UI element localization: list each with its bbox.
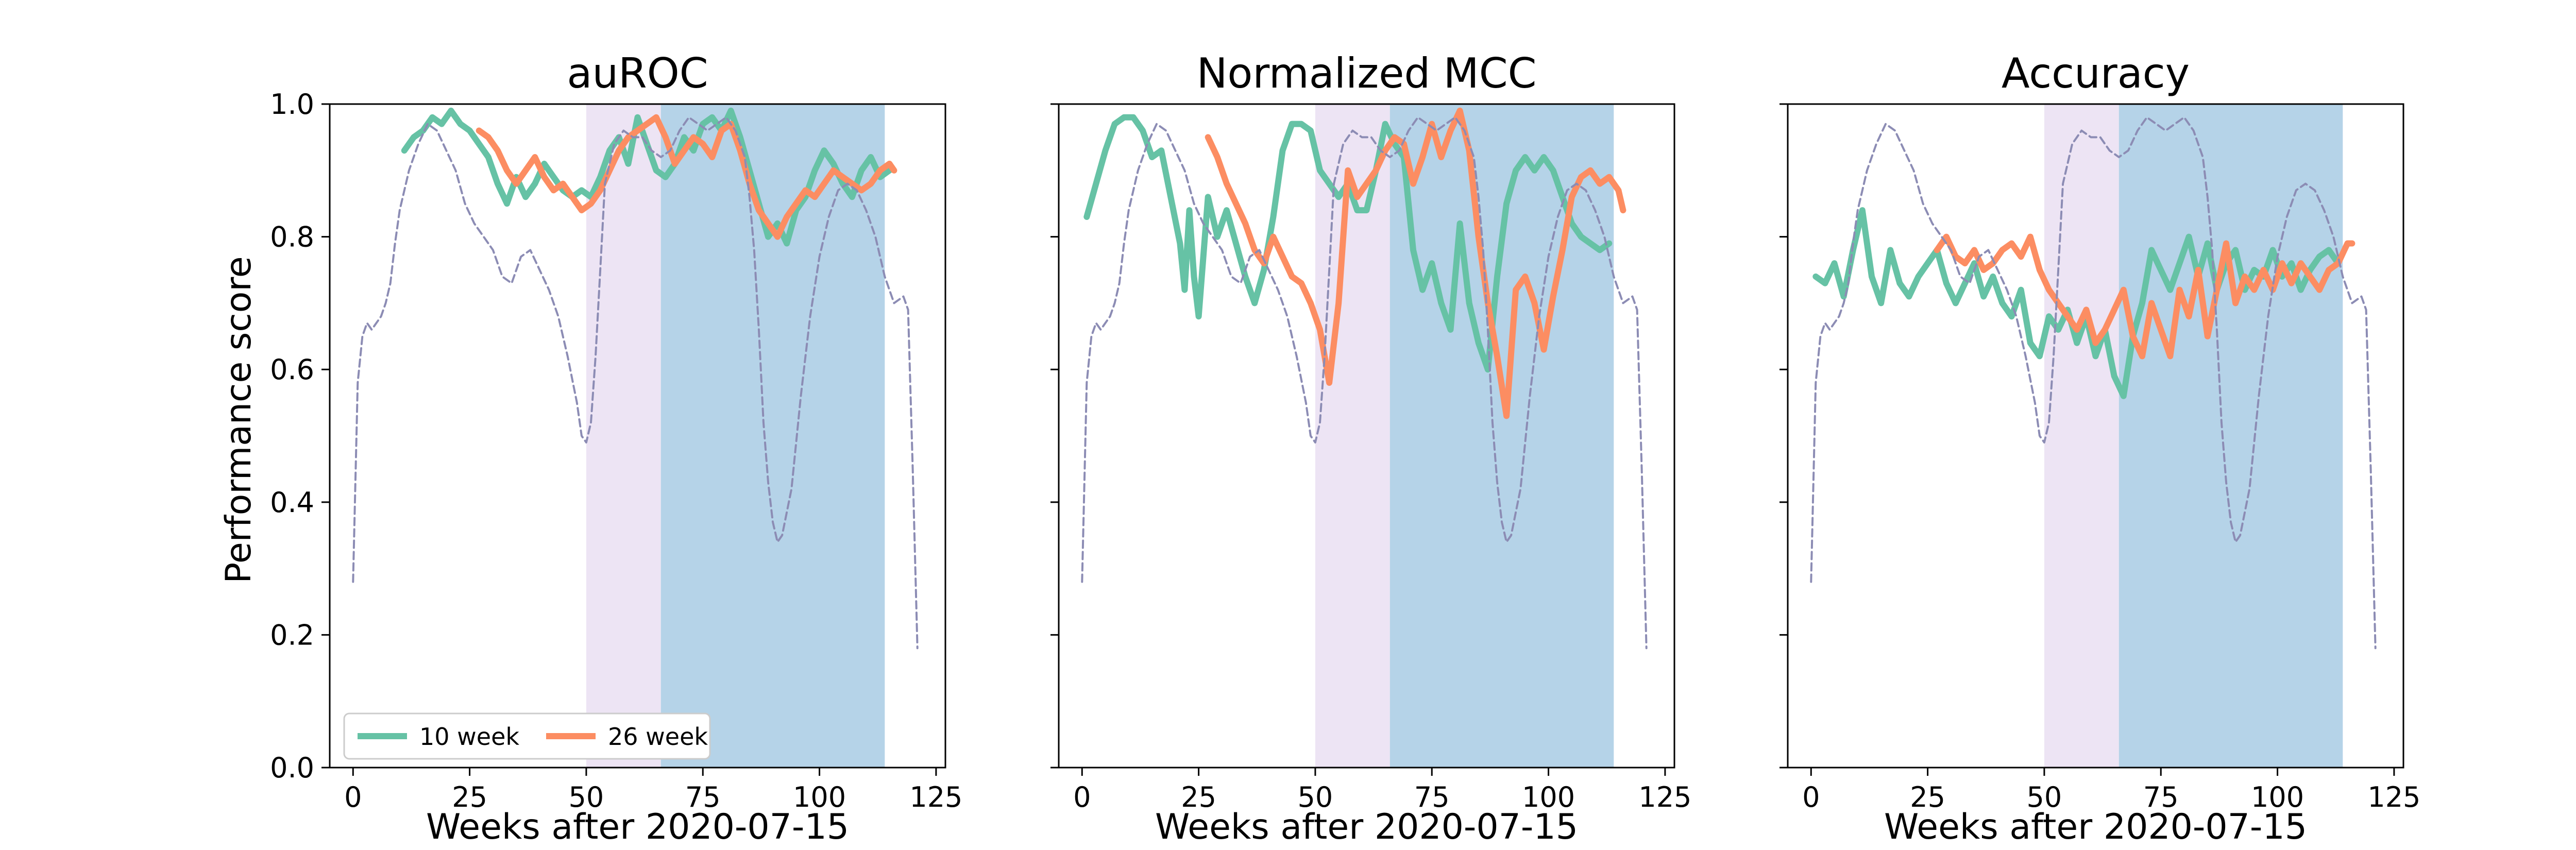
reference-dashed-line (1810, 116, 2377, 650)
y-tick-label: 1.0 (270, 88, 314, 121)
axes-frame (329, 103, 946, 769)
x-tick-label: 100 (2251, 781, 2304, 813)
line-10-week (1083, 114, 1613, 373)
line-26-week (1934, 233, 2355, 360)
y-tick-label: 0.8 (270, 221, 314, 253)
x-tick-label: 0 (1802, 781, 1820, 813)
legend-box (343, 712, 711, 760)
line-26-week (476, 114, 897, 240)
y-tick-label: 0.0 (270, 752, 314, 784)
panel-2: 0 25 50 75 100 125 Normalized MCC Weeks after 2… (1050, 49, 1691, 847)
x-tick-label: 75 (1414, 781, 1450, 813)
panel-3: 0 25 50 75 100 125 Accuracy Weeks after 2020-07… (1780, 49, 2420, 847)
panel-1: 0 25 50 75 100 125 0.0 0.2 0.4 0.6 0.8 1.0 auROC Week… (270, 49, 962, 847)
axes-frame (1058, 103, 1675, 769)
y-tick-label: 0.2 (270, 619, 314, 651)
x-tick-label: 50 (569, 781, 604, 813)
x-tick-label: 100 (1522, 781, 1575, 813)
x-axis-label: Weeks after 2020-07-15 (1884, 807, 2307, 847)
shaded-region-1 (2044, 104, 2119, 768)
shaded-region-2 (1389, 104, 1614, 768)
panel-title: Normalized MCC (1197, 49, 1537, 97)
x-axis-label: Weeks after 2020-07-15 (426, 807, 849, 847)
x-tick-label: 25 (452, 781, 487, 813)
x-tick-label: 50 (2027, 781, 2062, 813)
y-tick-label: 0.6 (270, 353, 314, 386)
x-tick-label: 25 (1181, 781, 1216, 813)
x-tick-label: 75 (685, 781, 721, 813)
axes-frame (1787, 103, 2404, 769)
x-tick-label: 25 (1910, 781, 1945, 813)
panel-title: Accuracy (2002, 49, 2190, 97)
x-tick-label: 125 (909, 781, 962, 813)
x-tick-label: 125 (1638, 781, 1691, 813)
line-26-week (1205, 107, 1626, 419)
reference-dashed-line (1081, 116, 1648, 650)
line-10-week (1812, 207, 2342, 399)
y-axis-label: Performance score (218, 256, 259, 583)
x-tick-label: 125 (2367, 781, 2420, 813)
shaded-region-2 (660, 104, 885, 768)
panel-title: auROC (567, 49, 708, 97)
reference-dashed-line (352, 116, 919, 650)
x-axis-label: Weeks after 2020-07-15 (1155, 807, 1578, 847)
y-tick-label: 0.4 (270, 486, 314, 519)
x-tick-label: 0 (344, 781, 362, 813)
x-tick-label: 0 (1073, 781, 1091, 813)
legend: 10 week 26 week (343, 712, 711, 760)
shaded-region-1 (1315, 104, 1390, 768)
x-tick-label: 100 (793, 781, 846, 813)
x-tick-label: 50 (1298, 781, 1333, 813)
legend-label-2: 26 week (608, 723, 708, 751)
shaded-region-1 (586, 104, 661, 768)
shaded-region-2 (2119, 104, 2343, 768)
x-tick-label: 75 (2143, 781, 2179, 813)
legend-label-1: 10 week (419, 723, 519, 751)
